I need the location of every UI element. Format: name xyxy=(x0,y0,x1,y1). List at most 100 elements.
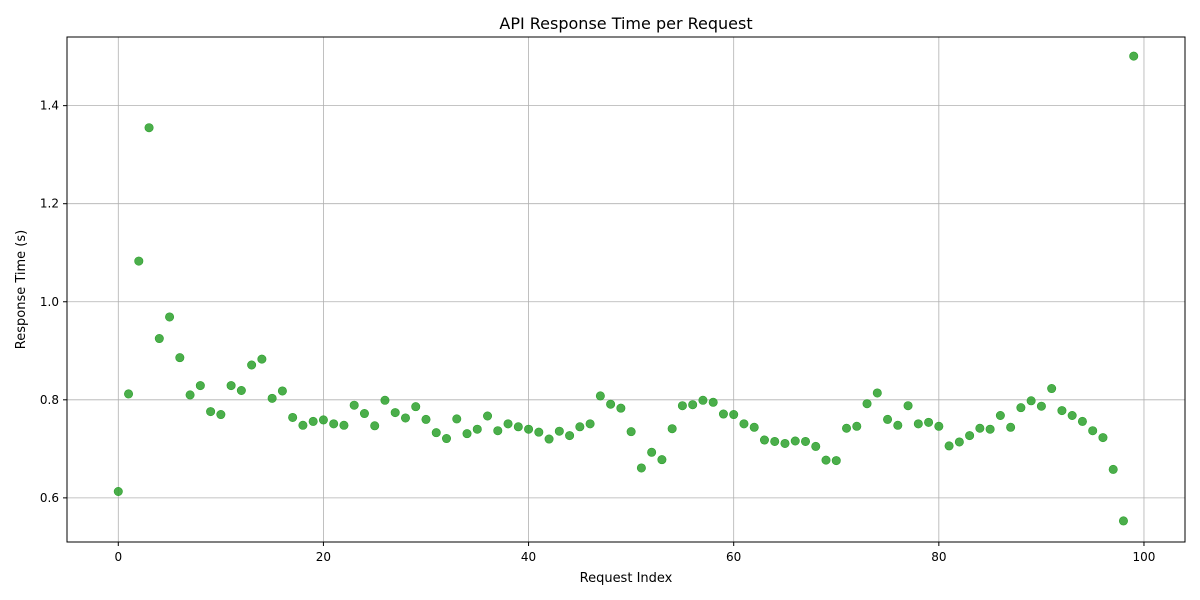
data-point xyxy=(1006,422,1016,432)
data-point xyxy=(585,419,595,429)
data-point xyxy=(431,428,441,438)
data-point xyxy=(903,401,913,411)
data-point xyxy=(616,403,626,413)
data-point xyxy=(708,397,718,407)
data-point xyxy=(636,463,646,473)
data-point xyxy=(883,414,893,424)
data-point xyxy=(483,411,493,421)
data-point xyxy=(565,431,575,441)
data-point xyxy=(934,421,944,431)
data-point xyxy=(288,412,298,422)
data-point xyxy=(503,419,513,429)
data-point xyxy=(534,427,544,437)
data-point xyxy=(985,424,995,434)
data-point xyxy=(749,422,759,432)
data-point xyxy=(954,437,964,447)
data-point xyxy=(359,409,369,419)
data-point xyxy=(165,312,175,322)
data-point xyxy=(893,420,903,430)
data-point xyxy=(667,424,677,434)
grid-lines xyxy=(67,37,1185,542)
data-point xyxy=(318,415,328,425)
data-point xyxy=(308,416,318,426)
y-tick-label: 1.4 xyxy=(40,99,59,113)
data-point xyxy=(226,381,236,391)
data-point xyxy=(1118,516,1128,526)
data-point xyxy=(718,409,728,419)
x-tick-label: 40 xyxy=(521,550,536,564)
data-point xyxy=(821,455,831,465)
data-point xyxy=(493,426,503,436)
data-point xyxy=(154,334,164,344)
data-point xyxy=(800,436,810,446)
y-axis-ticks: 0.6 0.8 1.0 1.2 1.4 xyxy=(40,99,67,505)
data-point xyxy=(842,423,852,433)
data-point xyxy=(329,419,339,429)
data-point xyxy=(1016,403,1026,413)
data-point xyxy=(606,399,616,409)
data-point xyxy=(462,429,472,439)
y-axis-label: Response Time (s) xyxy=(14,230,29,349)
data-point xyxy=(729,410,739,420)
data-point xyxy=(267,393,277,403)
data-point xyxy=(1077,416,1087,426)
data-point xyxy=(175,353,185,363)
data-point xyxy=(759,435,769,445)
data-point xyxy=(790,436,800,446)
data-point xyxy=(1088,426,1098,436)
y-tick-label: 0.6 xyxy=(40,491,59,505)
data-point xyxy=(770,436,780,446)
data-point xyxy=(677,401,687,411)
data-point xyxy=(1026,396,1036,406)
x-axis-label: Request Index xyxy=(580,571,673,586)
data-point xyxy=(442,434,452,444)
data-points xyxy=(113,51,1139,526)
data-point xyxy=(216,410,226,420)
data-point xyxy=(1098,433,1108,443)
data-point xyxy=(380,395,390,405)
data-point xyxy=(206,407,216,417)
data-point xyxy=(872,388,882,398)
chart-title: API Response Time per Request xyxy=(499,14,752,33)
data-point xyxy=(421,414,431,424)
data-point xyxy=(698,395,708,405)
data-point xyxy=(975,423,985,433)
plot-frame xyxy=(66,36,1186,543)
data-point xyxy=(247,360,257,370)
data-point xyxy=(400,413,410,423)
data-point xyxy=(277,386,287,396)
data-point xyxy=(124,389,134,399)
data-point xyxy=(411,402,421,412)
y-tick-label: 1.2 xyxy=(40,197,59,211)
data-point xyxy=(780,438,790,448)
data-point xyxy=(113,486,123,496)
data-point xyxy=(852,421,862,431)
data-point xyxy=(472,424,482,434)
data-point xyxy=(657,455,667,465)
data-point xyxy=(195,381,205,391)
data-point xyxy=(688,400,698,410)
data-point xyxy=(862,399,872,409)
x-tick-label: 80 xyxy=(931,550,946,564)
x-axis-ticks: 0 20 40 60 80 100 xyxy=(114,542,1155,564)
data-point xyxy=(1067,411,1077,421)
data-point xyxy=(554,426,564,436)
data-point xyxy=(626,427,636,437)
data-point xyxy=(134,256,144,266)
data-point xyxy=(1057,406,1067,416)
x-tick-label: 0 xyxy=(114,550,122,564)
data-point xyxy=(1047,384,1057,394)
data-point xyxy=(995,411,1005,421)
data-point xyxy=(144,123,154,133)
data-point xyxy=(257,354,267,364)
data-point xyxy=(185,390,195,400)
data-point xyxy=(1036,401,1046,411)
data-point xyxy=(236,385,246,395)
data-point xyxy=(913,419,923,429)
data-point xyxy=(339,420,349,430)
data-point xyxy=(575,422,585,432)
data-point xyxy=(298,420,308,430)
x-tick-label: 100 xyxy=(1133,550,1156,564)
